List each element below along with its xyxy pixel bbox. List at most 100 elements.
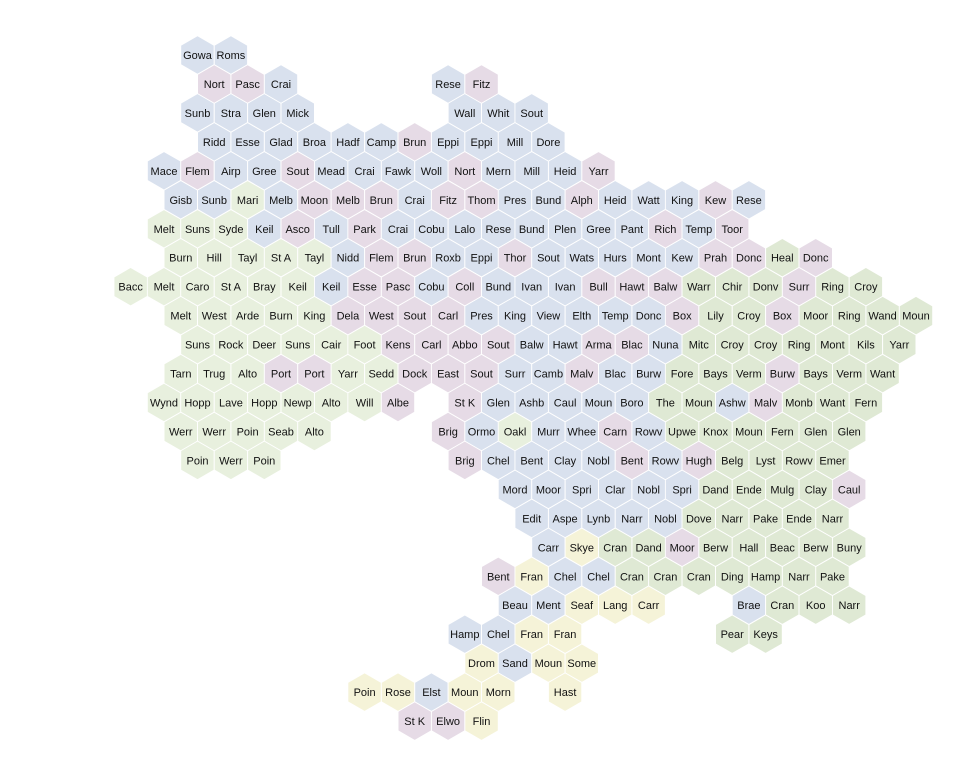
hex-label: Surr [505,369,526,381]
hex-cell: Bent [481,556,516,596]
hex-cell: Bays [798,353,833,394]
hex-cell: Alto [297,411,332,452]
hex-label: Werr [202,427,226,439]
hex-label: Kens [385,340,411,352]
hex-cell: St K [397,701,432,741]
hex-label: Verm [836,369,862,381]
hex-cell: Moun [899,295,933,336]
hex-label: Upwe [668,427,696,439]
hex-label: Glen [253,108,276,120]
hex-label: Sunb [201,195,227,207]
hex-label: Brig [438,427,458,439]
hex-label: East [437,369,459,381]
hex-label: Narr [621,513,643,525]
hex-cell: Morn [481,672,516,712]
hex-label: Seab [268,427,294,439]
hex-label: Bays [703,369,728,381]
hex-cell: Dand [698,469,733,510]
hex-label: Clay [805,484,828,496]
hex-label: Heid [554,166,577,178]
hex-label: Ivan [521,282,542,294]
hex-label: Bent [487,571,510,583]
hex-label: Croy [854,282,878,294]
hex-cell: Knox [698,411,733,452]
hex-label: Bund [485,282,511,294]
hex-label: Donc [736,253,762,265]
hex-label: Alto [305,427,324,439]
hex-cell: Croy [731,295,766,336]
hex-cell: Donc [631,295,666,336]
hex-cell: Mead [314,151,349,191]
hex-label: Sout [520,108,543,120]
hex-label: Tarn [170,369,191,381]
hex-cell: Elth [564,295,599,336]
hex-cell: Hast [548,672,583,712]
hex-label: Carn [603,427,627,439]
hex-cell: Tarn [163,353,198,394]
hex-label: Rowv [635,427,663,439]
hex-label: Hill [207,253,222,265]
hex-label: Hugh [686,455,712,467]
hex-label: Bund [519,224,545,236]
hex-cell: Sedd [364,353,399,394]
hex-cell: Melt [146,209,182,249]
hex-label: Bays [803,369,828,381]
hex-label: Pake [820,571,845,583]
hex-cell: Spri [665,469,700,510]
hex-label: Whit [487,108,509,120]
hex-label: Poin [237,427,259,439]
hex-label: Ashw [719,398,746,410]
hex-cell: Mill [497,122,532,162]
hex-label: Rock [218,340,244,352]
hex-label: Moun [585,398,613,410]
hex-cell: Poin [230,411,265,452]
hex-cell: Dand [631,527,666,567]
hex-cell: Nobl [581,440,616,481]
hex-label: Wall [454,108,475,120]
hex-label: Crai [355,166,375,178]
hex-label: Caul [554,398,577,410]
hex-label: Fran [554,629,577,641]
hex-cell: Rowv [631,411,666,452]
hex-cell: Lang [598,585,633,625]
hex-label: Glad [269,137,292,149]
hex-cell: Eppi [464,238,499,278]
hex-label: Werr [169,427,193,439]
hex-cell: Kens [380,324,416,365]
hex-label: Plen [554,224,576,236]
hex-label: Ormo [468,427,496,439]
hex-cell: Sout [481,324,516,365]
hex-cell: Crai [263,64,299,104]
hex-cell: Moor [798,295,833,336]
hex-label: Pasc [235,79,260,91]
hex-label: Fore [671,369,694,381]
hex-label: Carl [421,340,441,352]
hex-label: Spri [672,484,692,496]
hex-cell: Mick [280,93,315,133]
hex-label: Murr [537,427,560,439]
hex-label: Edit [522,513,541,525]
hex-label: Chel [554,571,577,583]
hex-label: Mont [636,253,660,265]
hex-label: Berw [803,542,828,554]
hex-label: Keys [753,629,778,641]
hex-cell: Caul [832,469,867,510]
hex-label: Hawt [553,340,578,352]
hex-label: Heal [771,253,794,265]
hex-label: Wynd [150,398,178,410]
hex-label: Ende [736,484,762,496]
hex-label: Lily [707,311,724,323]
hex-label: Rese [736,195,762,207]
hex-label: Keil [255,224,273,236]
hex-label: Morn [486,687,511,699]
hex-label: Tayl [238,253,258,265]
hex-label: Mill [507,137,524,149]
hex-label: Nuna [652,340,679,352]
hex-cell: Bent [514,440,549,481]
hex-shape [464,701,499,741]
hex-cell: Temp [598,295,633,336]
hex-label: Rowv [785,455,813,467]
hex-cell: Sout [464,353,499,394]
hex-cell: Will [347,382,382,423]
hex-cell: Sand [497,643,532,683]
